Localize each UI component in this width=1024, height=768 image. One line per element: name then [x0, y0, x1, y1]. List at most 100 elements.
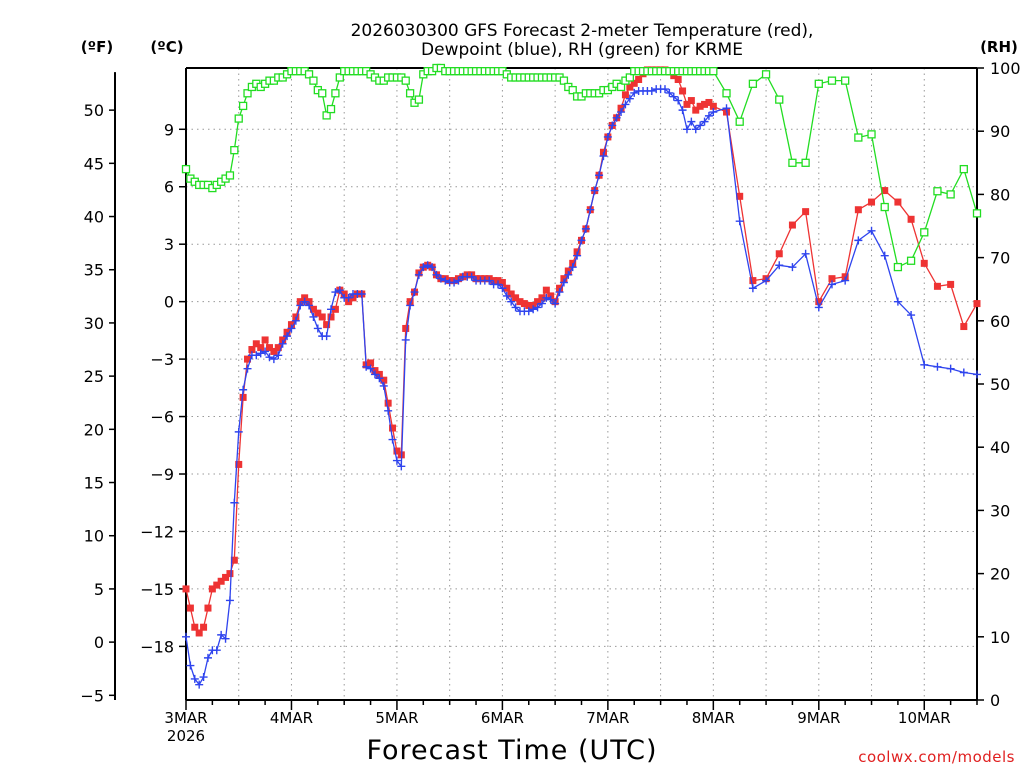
dewpoint-point	[252, 351, 261, 360]
dewpoint-point	[217, 630, 226, 639]
temperature-point	[239, 393, 247, 401]
x-tick-sublabel: 2026	[167, 727, 205, 745]
dewpoint-point	[498, 284, 507, 293]
fahrenheit-unit-label: (ºF)	[81, 38, 113, 56]
dewpoint-point	[880, 251, 889, 260]
temperature-point	[318, 313, 326, 321]
dewpoint-point	[603, 132, 612, 141]
temperature-point	[222, 573, 230, 581]
dewpoint-point	[775, 261, 784, 270]
dewpoint-point	[300, 297, 309, 306]
temperature-point	[204, 604, 212, 612]
temperature-point	[230, 556, 238, 564]
dewpoint-point	[327, 305, 336, 314]
dewpoint-point	[612, 113, 621, 122]
temperature-point	[802, 208, 810, 216]
rh-point	[616, 82, 626, 92]
dewpoint-point	[621, 100, 630, 109]
dewpoint-point	[590, 186, 599, 195]
fahrenheit-tick-label: 0	[94, 633, 104, 652]
rh-point	[309, 76, 318, 85]
temperature-point	[393, 447, 401, 455]
temperature-point	[226, 570, 234, 578]
x-tick-label: 9MAR	[797, 709, 840, 727]
temperature-point	[323, 321, 331, 329]
dewpoint-point	[814, 303, 823, 312]
dewpoint-point	[436, 274, 445, 283]
temperature-point	[244, 355, 252, 363]
dewpoint-point	[195, 680, 204, 689]
rh-point	[827, 76, 837, 85]
dewpoint-point	[854, 236, 863, 245]
temperature-point	[854, 206, 862, 214]
temperature-point	[252, 340, 260, 348]
dewpoint-point	[494, 280, 503, 289]
temperature-point	[828, 275, 836, 283]
dewpoint-point	[375, 374, 384, 383]
dewpoint-point	[362, 362, 371, 371]
temperature-point	[626, 83, 634, 91]
fahrenheit-tick-label: 10	[84, 527, 104, 546]
dewpoint-point	[309, 312, 318, 321]
fahrenheit-tick-label: −5	[80, 686, 104, 705]
rh-point	[893, 262, 903, 272]
series-layer	[181, 63, 982, 689]
dewpoint-point	[577, 236, 586, 245]
x-tick-label: 4MAR	[270, 709, 313, 727]
temperature-line	[185, 69, 978, 635]
dewpoint-point	[537, 299, 546, 308]
dewpoint-point	[555, 288, 564, 297]
rh-unit-label: (RH)	[980, 38, 1018, 56]
dewpoint-point	[256, 349, 265, 358]
dewpoint-point	[559, 278, 568, 287]
temperature-point	[973, 300, 981, 308]
temperature-point	[389, 424, 397, 432]
temperature-point	[270, 347, 278, 355]
dewpoint-point	[511, 303, 520, 312]
dewpoint-point	[700, 117, 709, 126]
dewpoint-point	[182, 632, 190, 641]
rh-point	[326, 104, 336, 114]
celsius-tick-label: −6	[150, 408, 174, 427]
dewpoint-point	[630, 88, 639, 97]
temperature-point	[200, 623, 208, 631]
temperature-point	[542, 286, 550, 294]
dewpoint-point	[524, 307, 533, 316]
dewpoint-point	[502, 291, 511, 300]
dewpoint-point	[827, 280, 836, 289]
temperature-point	[512, 294, 520, 302]
dewpoint-point	[203, 653, 212, 662]
rh-point	[322, 111, 331, 120]
temperature-point	[195, 629, 203, 637]
dewpoint-point	[762, 276, 771, 285]
temperature-point	[208, 585, 216, 593]
temperature-point	[186, 604, 194, 612]
celsius-unit-label: (ºC)	[150, 38, 183, 56]
dewpoint-point	[709, 108, 718, 117]
dewpoint-point	[682, 125, 691, 134]
dewpoint-point	[370, 370, 379, 379]
dewpoint-point	[269, 355, 278, 364]
fahrenheit-tick-label: 35	[84, 261, 104, 280]
rh-point	[735, 117, 744, 126]
temperature-point	[670, 72, 678, 80]
dewpoint-point	[564, 270, 573, 279]
rh-point	[748, 79, 758, 88]
rh-point	[225, 171, 235, 180]
temperature-point	[182, 585, 190, 593]
rh-point	[405, 89, 415, 98]
temperature-point	[516, 298, 524, 306]
dewpoint-point	[313, 324, 322, 333]
temperature-point	[687, 97, 695, 105]
temperature-point	[674, 75, 682, 83]
dewpoint-point	[788, 263, 797, 272]
dewpoint-point	[331, 288, 340, 297]
x-tick-label: 3MAR	[164, 709, 207, 727]
dewpoint-point	[190, 674, 199, 683]
temperature-point	[520, 300, 528, 308]
rh-point	[238, 101, 248, 111]
temperature-point	[701, 100, 709, 108]
temperature-point	[309, 305, 317, 313]
rh-point	[775, 95, 784, 104]
temperature-point	[217, 577, 225, 585]
